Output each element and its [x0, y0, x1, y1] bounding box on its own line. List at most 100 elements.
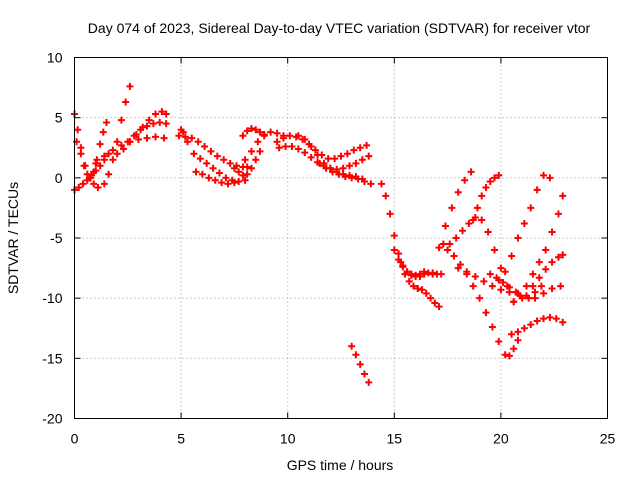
data-point — [488, 323, 496, 331]
data-point — [77, 144, 85, 152]
data-point — [181, 133, 189, 141]
data-point — [294, 145, 302, 153]
data-point — [514, 328, 522, 336]
data-point — [188, 134, 196, 142]
data-point — [354, 175, 362, 183]
data-point — [213, 152, 221, 160]
data-point — [510, 345, 518, 353]
data-point — [307, 153, 315, 161]
data-point — [518, 294, 526, 302]
y-axis-label: SDTVAR / TECUs — [5, 182, 21, 294]
data-point — [252, 126, 260, 134]
data-point — [495, 337, 503, 345]
x-axis-label: GPS time / hours — [287, 457, 394, 473]
data-point — [399, 263, 407, 271]
data-point — [134, 135, 142, 143]
data-point — [422, 289, 430, 297]
data-point — [403, 268, 411, 276]
data-point — [92, 167, 100, 175]
data-point — [414, 285, 422, 293]
data-point — [491, 174, 499, 182]
data-point — [463, 268, 471, 276]
series-arc-08 — [175, 126, 191, 146]
data-point — [444, 246, 452, 254]
data-point — [456, 260, 464, 268]
data-point — [247, 124, 255, 132]
data-point — [222, 174, 230, 182]
data-point — [395, 250, 403, 258]
data-point — [352, 351, 360, 359]
data-point — [540, 315, 548, 323]
data-point — [488, 282, 496, 290]
data-point — [314, 151, 322, 159]
data-point — [356, 144, 364, 152]
data-point — [211, 176, 219, 184]
data-point — [235, 177, 243, 185]
data-point — [192, 168, 200, 176]
data-point — [267, 128, 275, 136]
data-point — [537, 282, 545, 290]
series-arc-27 — [469, 171, 503, 224]
x-tick-label: 15 — [387, 431, 403, 447]
data-point — [205, 174, 213, 182]
data-point — [247, 164, 255, 172]
series-arc-06 — [124, 118, 170, 146]
data-point — [501, 351, 509, 359]
data-point — [113, 138, 121, 146]
series-arc-32 — [486, 270, 545, 302]
data-point — [105, 150, 113, 158]
data-point — [514, 336, 522, 344]
data-point — [548, 258, 556, 266]
data-point — [356, 360, 364, 368]
data-point — [252, 156, 260, 164]
data-point — [522, 282, 530, 290]
data-point — [473, 204, 481, 212]
data-point — [508, 252, 516, 260]
data-point — [241, 176, 249, 184]
data-point — [512, 288, 520, 296]
y-tick-label: -10 — [42, 290, 62, 306]
data-point — [341, 173, 349, 181]
series-arc-17 — [294, 132, 366, 183]
data-point — [339, 164, 347, 172]
data-point — [520, 324, 528, 332]
data-point — [554, 253, 562, 261]
data-point — [435, 303, 443, 311]
series-arc-30 — [508, 313, 567, 338]
series-arc-10 — [190, 150, 249, 185]
data-point — [126, 82, 134, 90]
x-tick-label: 5 — [177, 431, 185, 447]
grid-lines — [74, 57, 608, 419]
data-point — [378, 180, 386, 188]
data-point — [247, 147, 255, 155]
data-point — [350, 146, 358, 154]
data-point — [540, 171, 548, 179]
data-point — [126, 138, 134, 146]
series-arc-01 — [71, 110, 110, 182]
data-point — [218, 179, 226, 187]
data-point — [559, 251, 567, 259]
x-tick-label: 20 — [493, 431, 509, 447]
data-point — [405, 277, 413, 285]
data-point — [152, 110, 160, 118]
series-arc-26 — [454, 264, 565, 302]
data-point — [486, 177, 494, 185]
data-point — [311, 146, 319, 154]
data-point — [459, 227, 467, 235]
data-point — [497, 286, 505, 294]
series-arc-24 — [439, 214, 518, 306]
data-point — [508, 330, 516, 338]
data-point — [203, 159, 211, 167]
data-point — [316, 159, 324, 167]
data-point — [484, 228, 492, 236]
data-point — [190, 150, 198, 158]
data-point — [495, 171, 503, 179]
data-point — [559, 318, 567, 326]
data-point — [533, 317, 541, 325]
y-tick-label: -20 — [42, 411, 62, 427]
data-point — [390, 232, 398, 240]
data-point — [301, 149, 309, 157]
data-point — [209, 164, 217, 172]
data-point — [160, 134, 168, 142]
data-point — [365, 152, 373, 160]
